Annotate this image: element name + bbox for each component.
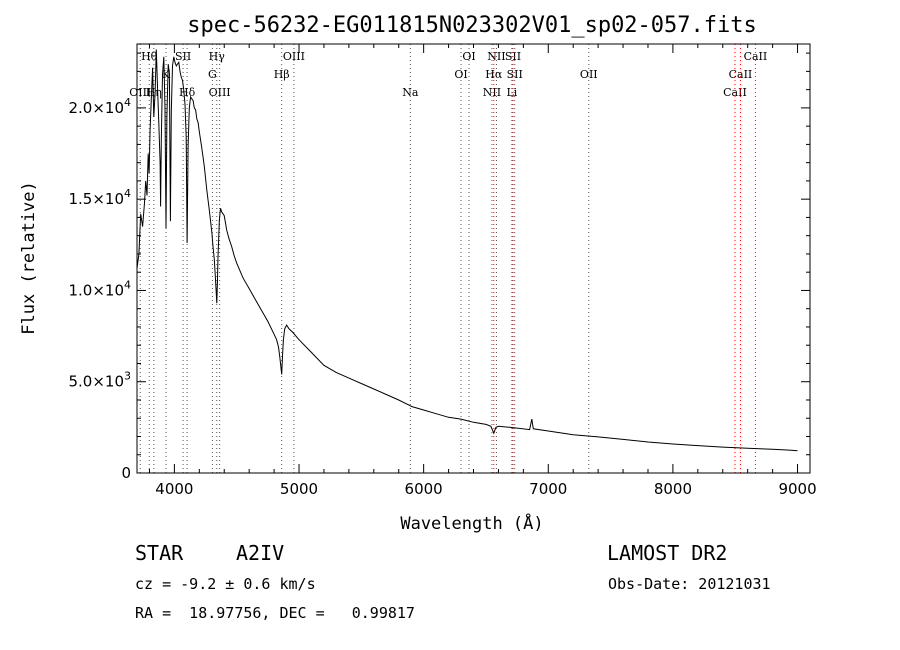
line-label-18: SII [507,68,523,81]
line-markers: HθOIIIHηKSIIHδHγGOIIIHβOIIINaOIOINIINIIH… [129,44,767,473]
line-label-1: OIII [129,86,151,99]
line-label-17: SII [505,50,521,63]
obs-date: Obs-Date: 20121031 [608,575,771,593]
line-label-15: NII [487,50,505,63]
line-label-22: CaII [729,68,753,81]
y-tick-label-3: 1.5×104 [68,187,131,208]
line-label-6: Hγ [209,50,226,63]
object-class: STAR [135,541,184,565]
line-label-20: OII [580,68,598,81]
line-label-21: CaII [723,86,747,99]
line-label-0: Hθ [141,50,158,63]
x-tick-label-5: 9000 [778,480,816,498]
line-label-3: K [162,68,171,81]
line-label-11: Na [402,86,419,99]
x-tick-label-4: 8000 [654,480,692,498]
plot-frame [136,43,811,474]
spectrum-line [136,49,798,452]
line-label-10: OIII [283,50,305,63]
line-label-16: Hα [485,68,503,81]
line-label-5: Hδ [179,86,196,99]
line-label-7: G [208,68,217,81]
y-tick-label-2: 1.0×104 [68,278,131,299]
x-tick-label-1: 5000 [280,480,318,498]
y-tick-label-4: 2.0×104 [68,96,131,117]
line-label-12: OI [454,68,467,81]
line-label-23: CaII [744,50,768,63]
line-label-8: OIII [209,86,231,99]
redshift-line: cz = -9.2 ± 0.6 km/s [135,575,316,593]
coordinates-line: RA = 18.97756, DEC = 0.99817 [135,604,415,622]
line-label-2: Hη [146,86,162,99]
y-tick-label-1: 5.0×103 [68,370,131,391]
x-tick-label-0: 4000 [155,480,193,498]
x-axis: 4000 5000 6000 7000 8000 9000 [148,44,817,498]
line-label-13: OI [462,50,475,63]
y-axis: 0 5.0×103 1.0×104 1.5×104 2.0×104 [68,52,810,482]
survey-name: LAMOST DR2 [607,541,728,565]
line-label-19: Li [506,86,517,99]
y-tick-label-0: 0 [121,464,131,482]
object-subclass: A2IV [236,541,285,565]
x-axis-label: Wavelength (Å) [400,512,543,534]
y-axis-label: Flux (relative) [19,181,39,335]
chart-title: spec-56232-EG011815N023302V01_sp02-057.f… [187,13,757,38]
line-label-4: SII [175,50,191,63]
line-label-9: Hβ [274,68,290,81]
x-tick-label-3: 7000 [529,480,567,498]
line-label-14: NII [483,86,501,99]
x-tick-label-2: 6000 [405,480,443,498]
